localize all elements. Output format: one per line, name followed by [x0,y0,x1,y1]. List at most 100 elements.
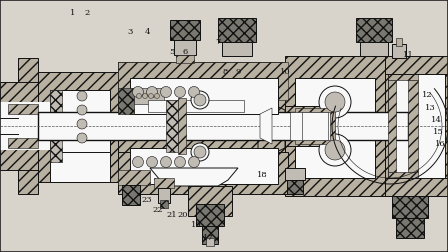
Polygon shape [0,72,52,180]
Bar [285,56,385,196]
Bar [218,18,256,42]
Bar [122,185,140,205]
Bar [118,152,288,194]
Bar [295,78,375,178]
Polygon shape [258,90,285,168]
Text: 16: 16 [435,140,445,148]
Text: 22: 22 [153,206,163,214]
Bar [18,58,38,82]
Bar [130,78,278,114]
Bar [385,56,448,74]
Bar [166,100,178,152]
Bar [202,226,218,244]
Bar [148,100,244,112]
Circle shape [146,86,158,98]
Bar [50,90,110,162]
Bar [356,18,392,42]
Circle shape [319,134,351,166]
Bar [176,55,194,63]
Bar [396,38,402,46]
Text: 18: 18 [257,171,267,179]
Bar [18,170,38,194]
Polygon shape [260,108,272,144]
Bar [0,118,18,134]
Bar [392,44,406,58]
Bar [222,42,252,56]
Text: 11: 11 [403,51,414,59]
Circle shape [77,91,87,101]
Bar [38,72,118,182]
Text: 17: 17 [202,234,213,242]
Text: 15: 15 [433,128,444,136]
Bar [285,168,305,180]
Circle shape [148,93,154,99]
Circle shape [137,93,142,99]
Text: 13: 13 [425,104,435,112]
Circle shape [133,86,143,98]
Bar [196,204,224,226]
Circle shape [146,156,158,168]
Circle shape [77,119,87,129]
Circle shape [191,143,209,161]
Circle shape [194,146,206,158]
Bar [290,112,330,140]
Bar [118,62,288,100]
Circle shape [325,92,345,112]
Circle shape [160,86,172,98]
Text: 7: 7 [215,38,221,46]
Circle shape [194,94,206,106]
Bar [188,186,232,216]
Circle shape [189,86,199,98]
Bar [396,218,424,238]
Bar [285,106,335,146]
Bar [118,170,150,185]
Circle shape [155,93,159,99]
Bar [388,72,445,180]
Polygon shape [408,80,418,172]
Bar [118,88,134,114]
Text: 1: 1 [70,9,76,17]
Bar [174,40,196,55]
Polygon shape [150,168,238,186]
Bar [385,178,448,196]
Text: 23: 23 [142,196,152,204]
Text: 21: 21 [167,211,177,219]
Text: 12: 12 [422,91,432,99]
Circle shape [175,86,185,98]
Circle shape [191,91,209,109]
Bar [50,152,110,182]
Bar [287,180,303,194]
Text: 4: 4 [144,28,150,36]
Bar [154,178,174,188]
Circle shape [160,156,172,168]
Circle shape [77,133,87,143]
Text: 2: 2 [84,9,90,17]
Polygon shape [388,172,418,180]
Bar [360,42,388,56]
Bar [50,90,62,162]
Circle shape [189,156,199,168]
Bar [158,188,170,203]
Bar [206,238,214,246]
Circle shape [133,156,143,168]
Bar [178,98,186,154]
Bar [118,62,288,192]
Polygon shape [388,80,396,172]
Bar [170,20,200,40]
Bar [160,200,168,208]
Circle shape [142,93,147,99]
Text: 3: 3 [127,28,133,36]
Text: 6: 6 [182,48,188,56]
Bar [302,112,328,140]
Circle shape [319,86,351,118]
Bar [38,112,408,140]
Polygon shape [388,72,418,80]
Bar [8,104,38,114]
Text: 20: 20 [178,211,188,219]
Circle shape [175,156,185,168]
Text: 8: 8 [222,68,228,76]
Circle shape [77,105,87,115]
Text: 10: 10 [280,68,290,76]
Bar [295,108,335,144]
Bar [392,196,428,218]
